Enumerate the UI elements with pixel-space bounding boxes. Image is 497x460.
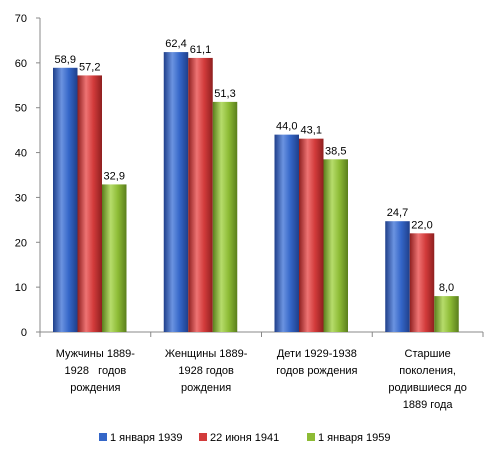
x-category-label: Старшие [405,348,451,360]
x-category-label: Женщины 1889- [165,348,248,360]
bar [274,134,299,332]
legend: 1 января 1939 22 июня 1941 1 января 1959 [99,432,391,444]
data-label: 57,2 [79,61,100,73]
x-category-label: годов рождения [276,365,357,377]
y-tick-label: 70 [15,13,27,25]
data-labels: 58,957,2 32,9 62,4 61,1 51,3 44,0 43,138,5 24,7… [55,38,455,294]
legend-item: 1 января 1959 [307,432,391,444]
data-label: 24,7 [387,207,408,219]
bar [385,221,410,332]
x-category-label: поколения, [399,365,456,377]
bar [299,138,324,332]
x-category-label: 1889 года [403,399,454,411]
data-label: 38,5 [325,145,346,157]
data-label: 44,0 [276,121,297,133]
legend-label: 1 января 1959 [318,432,391,444]
bar [163,52,189,332]
y-tick-label: 0 [21,327,27,339]
legend-swatch [199,433,207,441]
y-tick-label: 10 [15,282,27,294]
x-category-label: Дети 1929-1938 [277,348,357,360]
y-tick-label: 30 [15,192,27,204]
data-label: 61,1 [190,44,211,56]
bars [53,52,459,333]
bar [53,67,78,332]
x-category-label: Мужчины 1889- [56,348,136,360]
data-label: 43,1 [301,125,322,137]
category-labels: Мужчины 1889- 1928 годов рождения Женщины 1… [56,348,467,411]
bar [434,296,459,332]
data-label: 22,0 [411,219,432,231]
legend-label: 22 июня 1941 [210,432,279,444]
x-category-label: рождения [181,382,231,394]
data-label: 8,0 [439,282,454,294]
bar [102,184,127,332]
y-tick-label: 40 [15,148,27,160]
bar [323,159,348,332]
data-label: 32,9 [104,170,125,182]
x-category-label: рождения [70,382,120,394]
x-category-label: 1928 годов [178,365,234,377]
data-label: 58,9 [55,54,76,66]
bar [409,233,435,332]
legend-label: 1 января 1939 [110,432,183,444]
data-label: 51,3 [214,88,235,100]
bar [188,57,213,333]
legend-swatch [307,433,315,441]
y-tick-label: 60 [15,58,27,70]
legend-swatch [99,433,107,441]
y-tick-label: 50 [15,103,27,115]
data-label: 62,4 [165,38,186,50]
bar [212,101,238,332]
x-category-label: родившиеся до [388,382,467,394]
x-category-label: 1928 годов [65,365,127,377]
legend-item: 22 июня 1941 [199,432,279,444]
bar [77,75,102,332]
y-tick-label: 20 [15,237,27,249]
legend-item: 1 января 1939 [99,432,183,444]
